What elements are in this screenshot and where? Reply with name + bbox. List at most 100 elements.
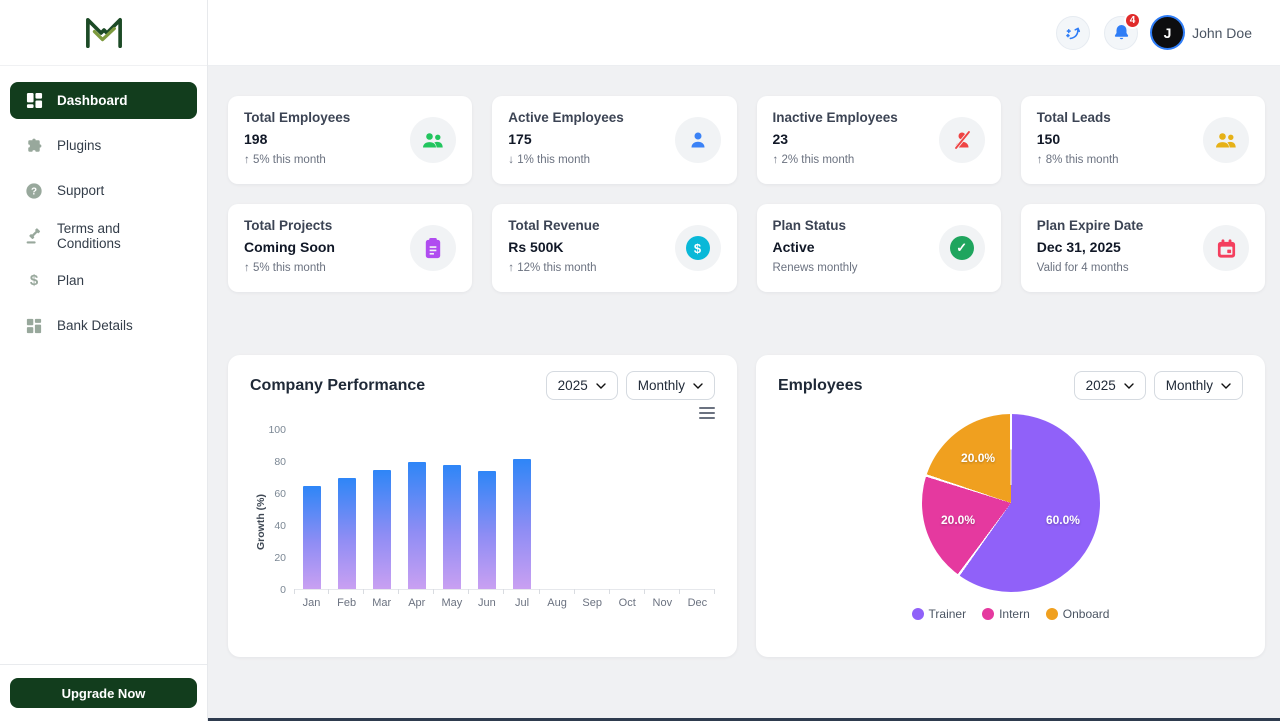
legend-item[interactable]: Onboard [1045, 607, 1109, 621]
legend-item[interactable]: Intern [982, 607, 1030, 621]
stat-value: 150 [1036, 131, 1061, 147]
user-name: John Doe [1192, 24, 1252, 41]
x-tick-label: Apr [408, 597, 426, 609]
sidebar-item-plan[interactable]: $ Plan [10, 262, 197, 299]
x-tick-label: Jan [302, 597, 321, 609]
bar-column [645, 430, 680, 594]
year-select[interactable]: 2025 [1073, 371, 1146, 400]
stat-title: Inactive Employees [772, 110, 898, 125]
dollar-circle-icon: $ [674, 225, 721, 271]
stat-value: 175 [508, 131, 532, 147]
bar-column [434, 430, 470, 594]
chevron-down-icon [693, 382, 703, 389]
company-performance-card: Company Performance 2025 Monthly Growth … [228, 355, 737, 657]
x-tick-label: Jul [514, 597, 530, 609]
brand-m-logo-icon [85, 17, 122, 48]
period-select[interactable]: Monthly [625, 371, 715, 400]
bar-column [575, 430, 610, 594]
users-icon [410, 117, 457, 163]
bar-column [469, 430, 505, 594]
stat-card-plan-expire-date: Plan Expire Date Dec 31, 2025 Valid for … [1020, 204, 1265, 292]
pie-legend: Trainer Intern Onboard [911, 607, 1109, 621]
pie-circle: 60.0% 20.0% 20.0% [921, 414, 1100, 592]
stat-value: Dec 31, 2025 [1036, 239, 1121, 255]
legend-label: Trainer [928, 607, 967, 621]
sidebar-nav: Dashboard Plugins ? Support Terms and Co… [0, 66, 207, 664]
legend-dot-icon [911, 608, 924, 620]
dollar-icon: $ [29, 272, 39, 289]
bar-plot [294, 430, 716, 594]
stat-delta: ↓ 1% this month [508, 154, 591, 166]
footer-strip [208, 718, 1280, 721]
clipboard-icon [410, 225, 457, 271]
sidebar-item-label: Plan [57, 273, 85, 288]
avatar: J [1152, 17, 1184, 48]
y-tick-label: 100 [268, 424, 286, 436]
brand-logo[interactable] [0, 0, 207, 66]
sidebar: Dashboard Plugins ? Support Terms and Co… [0, 0, 208, 721]
stat-card-total-leads: Total Leads 150 ↑ 8% this month [1020, 96, 1265, 184]
sidebar-item-dashboard[interactable]: Dashboard [10, 82, 197, 119]
bar [442, 464, 461, 589]
x-tick-label: May [441, 597, 463, 609]
user-menu[interactable]: J John Doe [1152, 17, 1252, 48]
bell-icon [1114, 24, 1128, 40]
stat-title: Total Revenue [508, 218, 600, 233]
x-tick-label: Jun [478, 597, 496, 609]
dashboard-grid-icon [24, 91, 44, 111]
legend-item[interactable]: Trainer [911, 607, 967, 621]
calendar-icon [1203, 225, 1249, 271]
notifications-button[interactable]: 4 [1104, 11, 1142, 50]
bar [407, 461, 426, 589]
stat-title: Active Employees [508, 110, 624, 125]
legend-dot-icon [982, 608, 995, 620]
period-select-value: Monthly [637, 378, 685, 393]
stat-card-active-employees: Active Employees 175 ↓ 1% this month [492, 96, 737, 184]
sidebar-item-label: Plugins [57, 138, 102, 153]
year-select[interactable]: 2025 [545, 371, 618, 400]
stat-value: Rs 500K [508, 239, 564, 255]
chart-title: Company Performance [250, 376, 426, 394]
stat-card-total-projects: Total Projects Coming Soon ↑ 5% this mon… [228, 204, 473, 292]
sidebar-item-terms[interactable]: Terms and Conditions [10, 217, 197, 254]
stat-title: Total Leads [1036, 110, 1111, 125]
bar-column [540, 430, 575, 594]
stat-card-total-employees: Total Employees 198 ↑ 5% this month [228, 96, 473, 184]
stat-card-inactive-employees: Inactive Employees 23 ↑ 2% this month [756, 96, 1001, 184]
upgrade-now-button[interactable]: Upgrade Now [10, 678, 197, 708]
stat-card-plan-status: Plan Status Active Renews monthly ✓ [756, 204, 1001, 292]
sidebar-item-label: Dashboard [57, 93, 128, 108]
y-tick-label: 20 [274, 552, 286, 564]
gavel-icon [24, 226, 44, 246]
y-tick-label: 60 [274, 488, 286, 500]
svg-text:?: ? [31, 186, 37, 197]
stat-cards-grid: Total Employees 198 ↑ 5% this month Acti… [228, 96, 1265, 292]
x-tick-label: Dec [687, 597, 708, 609]
pie-slice-label: 60.0% [1045, 513, 1080, 528]
chart-menu-icon[interactable] [699, 404, 715, 422]
magic-redirect-button[interactable] [1056, 15, 1091, 50]
bar-column [680, 430, 716, 594]
stat-value: Coming Soon [244, 239, 335, 255]
pie-slice-label: 20.0% [941, 513, 976, 528]
period-select[interactable]: Monthly [1153, 371, 1243, 400]
sidebar-item-label: Terms and Conditions [57, 220, 121, 251]
magic-arrow-icon [1065, 27, 1080, 40]
stat-delta: ↑ 5% this month [244, 262, 326, 274]
stat-delta: Valid for 4 months [1036, 262, 1129, 274]
bar [372, 469, 391, 589]
stat-delta: ↑ 5% this month [244, 154, 326, 166]
pie-slice-label: 20.0% [961, 451, 996, 466]
sidebar-item-plugins[interactable]: Plugins [10, 127, 197, 164]
main-content: Total Employees 198 ↑ 5% this month Acti… [208, 66, 1280, 721]
stat-value: 198 [244, 131, 268, 147]
sidebar-item-bank-details[interactable]: Bank Details [10, 307, 197, 344]
notification-badge: 4 [1124, 11, 1142, 29]
badge-check-icon: ✓ [938, 225, 985, 271]
pie-chart: 60.0% 20.0% 20.0% Trainer Intern Onboard [778, 414, 1243, 621]
sidebar-item-support[interactable]: ? Support [10, 172, 197, 209]
year-select-value: 2025 [1085, 378, 1116, 393]
sidebar-footer: Upgrade Now [0, 664, 207, 721]
stat-title: Total Projects [244, 218, 333, 233]
sidebar-item-label: Bank Details [57, 318, 133, 333]
